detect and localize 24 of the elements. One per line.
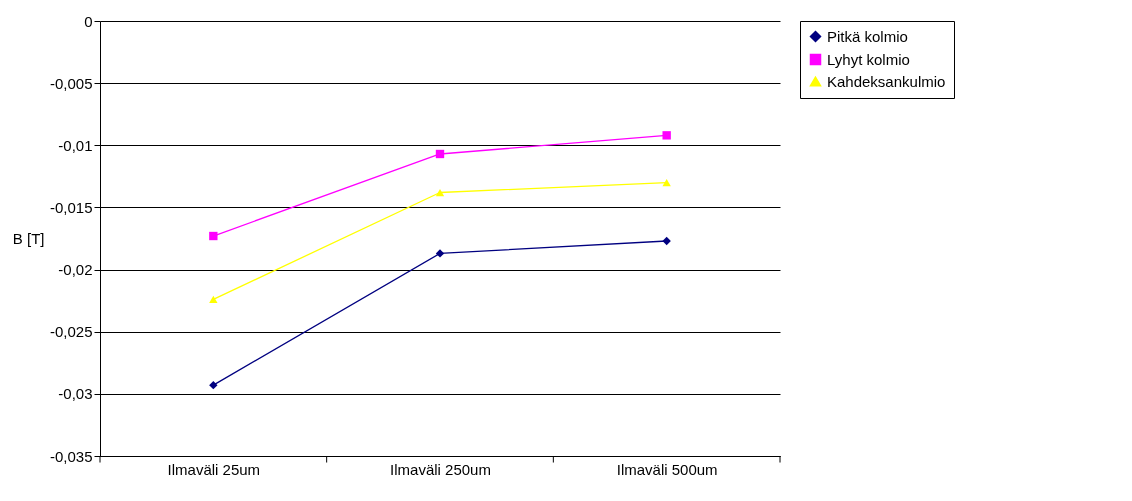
y-axis-title: B [T] — [12, 229, 45, 247]
legend-label: Lyhyt kolmio — [827, 50, 910, 68]
y-tick-label: -0,035 — [49, 447, 93, 465]
point — [209, 295, 218, 304]
legend-label: Kahdeksankulmio — [827, 72, 946, 90]
y-tick-label: -0,03 — [58, 385, 93, 403]
point — [662, 131, 671, 140]
y-tick-label: -0,005 — [49, 74, 93, 92]
point — [209, 380, 218, 390]
y-tick-label: 0 — [84, 12, 93, 30]
y-tick-label: -0,01 — [58, 136, 93, 154]
y-tick-label: -0,015 — [49, 198, 93, 216]
legend-label: Pitkä kolmio — [827, 27, 908, 45]
x-tick-label: Ilmaväli 250um — [390, 460, 491, 478]
point — [662, 178, 671, 187]
point — [209, 231, 218, 241]
point — [435, 149, 445, 159]
y-tick-label: -0,025 — [49, 323, 93, 341]
y-tick-label: -0,02 — [58, 261, 93, 279]
point — [662, 236, 671, 246]
point — [435, 249, 445, 258]
point — [435, 188, 445, 197]
x-tick-label: Ilmaväli 25um — [167, 460, 261, 478]
x-tick-label: Ilmaväli 500um — [616, 460, 718, 478]
